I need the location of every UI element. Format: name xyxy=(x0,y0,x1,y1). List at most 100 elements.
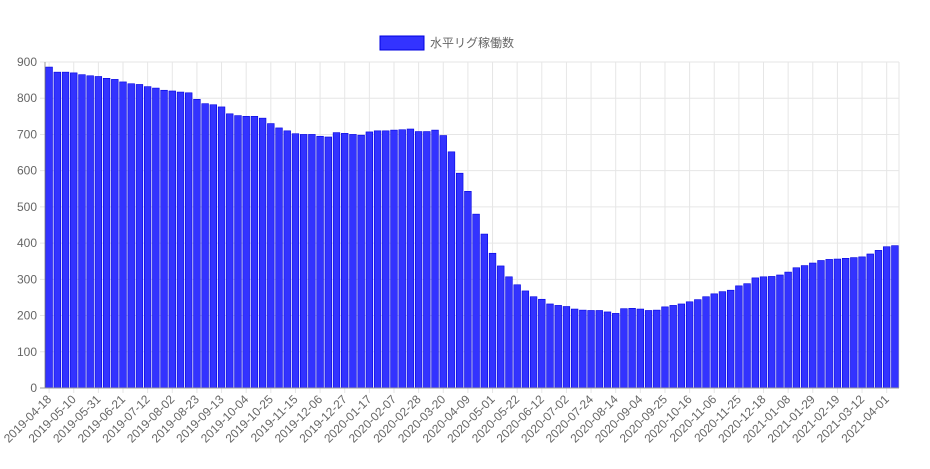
bar xyxy=(357,134,365,389)
bar xyxy=(891,245,899,389)
bar xyxy=(390,129,398,389)
bar xyxy=(135,84,144,389)
bar xyxy=(267,123,275,389)
bar xyxy=(529,296,538,389)
y-tick-label: 700 xyxy=(17,127,37,141)
bar xyxy=(423,131,431,389)
bar xyxy=(809,262,817,389)
bar xyxy=(768,276,776,389)
bar xyxy=(817,260,825,389)
bar xyxy=(308,134,316,389)
bar xyxy=(636,308,644,389)
x-axis-ticks: 2019-04-182019-05-102019-05-312019-06-21… xyxy=(1,392,892,446)
bar xyxy=(858,256,866,389)
bar xyxy=(694,299,702,389)
bar xyxy=(102,78,111,389)
bar xyxy=(718,291,727,389)
bar xyxy=(209,104,218,389)
bar xyxy=(299,134,308,389)
bar xyxy=(702,296,710,389)
legend-swatch xyxy=(379,35,425,51)
bar xyxy=(217,106,226,389)
bar xyxy=(185,92,193,389)
bar xyxy=(447,151,456,389)
y-axis-ticks: 0 100 200 300 400 500 600 700 800 900 xyxy=(17,55,37,395)
bar xyxy=(866,253,874,389)
axes xyxy=(40,62,899,389)
bar xyxy=(160,89,168,389)
bar xyxy=(874,250,883,389)
legend-label: 水平リグ稼働数 xyxy=(430,35,514,50)
bar xyxy=(612,313,620,389)
bar xyxy=(710,293,718,389)
bar xyxy=(258,117,267,389)
bar xyxy=(349,134,357,389)
y-tick-label: 300 xyxy=(17,272,37,286)
bar xyxy=(226,113,234,389)
bar xyxy=(497,265,505,389)
bar xyxy=(414,131,423,389)
bar xyxy=(546,303,554,389)
bar xyxy=(480,233,488,389)
bar xyxy=(472,213,480,389)
bar xyxy=(792,267,801,389)
bar xyxy=(234,115,242,389)
bar xyxy=(579,309,587,389)
bar xyxy=(620,308,628,389)
bar xyxy=(143,86,152,389)
bar xyxy=(275,127,283,389)
bar xyxy=(743,283,751,389)
bar xyxy=(111,79,119,389)
legend[interactable]: 水平リグ稼働数 xyxy=(379,35,514,51)
y-tick-label: 200 xyxy=(17,309,37,323)
bar xyxy=(833,258,842,389)
y-tick-label: 400 xyxy=(17,236,37,250)
bar xyxy=(603,311,612,389)
bar xyxy=(513,284,521,389)
bar xyxy=(751,277,759,389)
bar xyxy=(78,74,86,389)
bar xyxy=(570,308,579,389)
bar xyxy=(250,116,259,389)
y-tick-label: 0 xyxy=(30,381,37,395)
bar xyxy=(119,81,127,389)
bar xyxy=(554,305,562,389)
bar xyxy=(661,306,669,389)
bar xyxy=(341,133,349,389)
bar xyxy=(176,91,185,389)
bar xyxy=(456,172,464,389)
bar xyxy=(316,135,324,389)
bar xyxy=(669,305,677,389)
bar xyxy=(127,83,135,389)
bars xyxy=(45,66,899,389)
bar xyxy=(587,310,595,389)
bar xyxy=(431,129,439,389)
bar xyxy=(201,103,209,389)
bar xyxy=(784,271,792,389)
bar xyxy=(53,71,61,389)
y-tick-label: 100 xyxy=(17,345,37,359)
bar xyxy=(595,310,603,389)
bar xyxy=(521,290,530,389)
bar xyxy=(644,310,653,389)
bar xyxy=(373,130,382,389)
bar xyxy=(726,289,735,389)
bar xyxy=(800,265,809,389)
bar xyxy=(677,303,686,389)
bar xyxy=(841,258,850,389)
bar xyxy=(685,301,694,389)
bar xyxy=(168,90,176,389)
bar xyxy=(628,308,636,389)
bar xyxy=(439,135,447,389)
bar xyxy=(759,276,768,389)
bar xyxy=(735,285,743,389)
y-tick-label: 800 xyxy=(17,91,37,105)
bar xyxy=(242,116,250,389)
bar xyxy=(406,128,415,389)
bar xyxy=(193,99,201,389)
bar xyxy=(283,130,291,389)
bar xyxy=(488,252,497,389)
bar xyxy=(505,276,513,389)
bar xyxy=(152,87,160,389)
